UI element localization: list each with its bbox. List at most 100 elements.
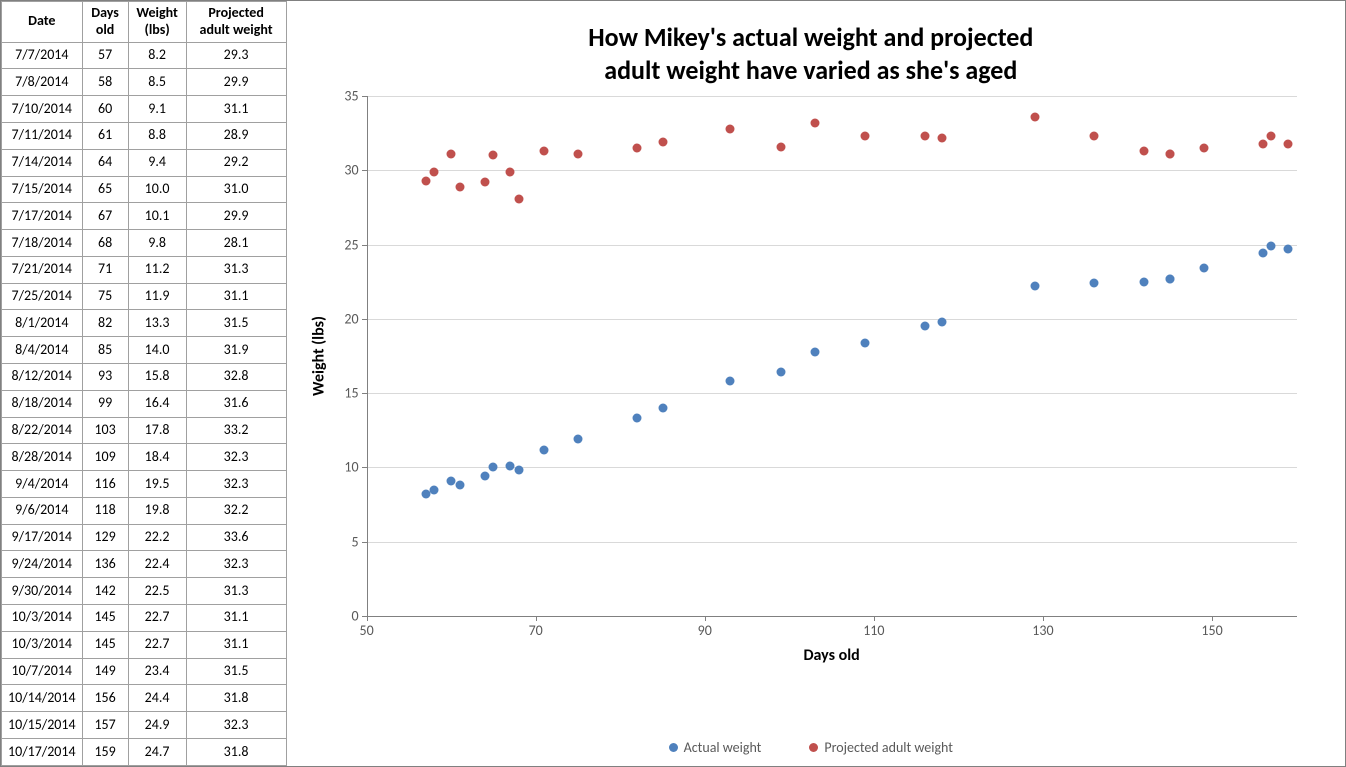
gridline <box>367 96 1297 97</box>
table-cell: 19.8 <box>128 497 186 524</box>
table-row: 7/15/20146510.031.0 <box>2 176 287 203</box>
table-cell: 32.8 <box>186 363 286 390</box>
table-cell: 7/7/2014 <box>2 42 83 69</box>
table-cell: 7/15/2014 <box>2 176 83 203</box>
table-cell: 9/4/2014 <box>2 471 83 498</box>
data-point <box>776 368 785 377</box>
table-cell: 10.0 <box>128 176 186 203</box>
table-cell: 7/10/2014 <box>2 96 83 123</box>
table-cell: 85 <box>82 337 128 364</box>
table-cell: 93 <box>82 363 128 390</box>
data-point <box>1284 245 1293 254</box>
table-cell: 9.1 <box>128 96 186 123</box>
table-cell: 31.3 <box>186 256 286 283</box>
table-cell: 129 <box>82 524 128 551</box>
x-tick-label: 70 <box>529 616 543 639</box>
column-header: Daysold <box>82 2 128 43</box>
table-cell: 8/28/2014 <box>2 444 83 471</box>
table-cell: 159 <box>82 738 128 765</box>
data-point <box>658 404 667 413</box>
page-container: DateDaysoldWeight(lbs)Projectedadult wei… <box>0 0 1346 767</box>
table-cell: 32.2 <box>186 497 286 524</box>
table-cell: 60 <box>82 96 128 123</box>
table-cell: 109 <box>82 444 128 471</box>
y-tick-label: 30 <box>344 162 366 179</box>
table-cell: 65 <box>82 176 128 203</box>
table-cell: 32.3 <box>186 444 286 471</box>
chart-legend: Actual weightProjected adult weight <box>297 733 1325 756</box>
table-cell: 157 <box>82 712 128 739</box>
data-point <box>540 445 549 454</box>
data-point <box>540 146 549 155</box>
table-row: 8/28/201410918.432.3 <box>2 444 287 471</box>
data-point <box>633 144 642 153</box>
data-point <box>480 472 489 481</box>
table-cell: 24.9 <box>128 712 186 739</box>
table-cell: 8.8 <box>128 122 186 149</box>
y-tick-label: 5 <box>351 533 366 550</box>
table-cell: 8/22/2014 <box>2 417 83 444</box>
table-cell: 7/8/2014 <box>2 69 83 96</box>
data-point <box>489 151 498 160</box>
table-cell: 22.5 <box>128 578 186 605</box>
x-tick-label: 110 <box>863 616 884 639</box>
plot-region: 05101520253035507090110130150 <box>367 96 1297 616</box>
y-tick-label: 35 <box>344 88 366 105</box>
table-cell: 10/7/2014 <box>2 658 83 685</box>
column-header: Date <box>2 2 83 43</box>
table-cell: 23.4 <box>128 658 186 685</box>
x-axis-label: Days old <box>803 646 859 665</box>
table-cell: 22.7 <box>128 605 186 632</box>
data-point <box>480 178 489 187</box>
table-cell: 145 <box>82 605 128 632</box>
table-cell: 11.2 <box>128 256 186 283</box>
table-cell: 29.9 <box>186 203 286 230</box>
header-text: Date <box>28 12 55 29</box>
data-point <box>514 466 523 475</box>
table-cell: 7/17/2014 <box>2 203 83 230</box>
table-cell: 9/30/2014 <box>2 578 83 605</box>
header-text: old <box>96 21 114 38</box>
table-cell: 9/17/2014 <box>2 524 83 551</box>
table-cell: 68 <box>82 230 128 257</box>
data-point <box>633 414 642 423</box>
table-row: 8/1/20148213.331.5 <box>2 310 287 337</box>
table-cell: 29.9 <box>186 69 286 96</box>
table-row: 10/15/201415724.932.3 <box>2 712 287 739</box>
table-cell: 22.4 <box>128 551 186 578</box>
data-point <box>1165 274 1174 283</box>
table-row: 10/3/201414522.731.1 <box>2 605 287 632</box>
table-cell: 10.1 <box>128 203 186 230</box>
table-row: 9/24/201413622.432.3 <box>2 551 287 578</box>
data-point <box>1258 139 1267 148</box>
data-point <box>1258 249 1267 258</box>
data-point <box>1030 112 1039 121</box>
y-tick-label: 15 <box>344 385 366 402</box>
y-axis-line <box>367 96 368 616</box>
x-tick-label: 150 <box>1201 616 1222 639</box>
data-point <box>726 377 735 386</box>
gridline <box>367 245 1297 246</box>
x-tick-label: 130 <box>1032 616 1053 639</box>
table-cell: 31.5 <box>186 310 286 337</box>
table-cell: 31.8 <box>186 738 286 765</box>
table-cell: 24.4 <box>128 685 186 712</box>
table-row: 7/21/20147111.231.3 <box>2 256 287 283</box>
table-cell: 29.2 <box>186 149 286 176</box>
data-table: DateDaysoldWeight(lbs)Projectedadult wei… <box>1 1 287 766</box>
table-cell: 10/3/2014 <box>2 631 83 658</box>
table-header: DateDaysoldWeight(lbs)Projectedadult wei… <box>2 2 287 43</box>
header-text: adult weight <box>200 21 273 38</box>
table-cell: 8.5 <box>128 69 186 96</box>
table-row: 10/3/201414522.731.1 <box>2 631 287 658</box>
data-point <box>810 118 819 127</box>
data-point <box>573 149 582 158</box>
data-point <box>1284 139 1293 148</box>
table-cell: 14.0 <box>128 337 186 364</box>
data-point <box>937 133 946 142</box>
table-cell: 58 <box>82 69 128 96</box>
data-point <box>489 463 498 472</box>
x-tick-label: 50 <box>359 616 373 639</box>
table-cell: 145 <box>82 631 128 658</box>
table-cell: 22.2 <box>128 524 186 551</box>
